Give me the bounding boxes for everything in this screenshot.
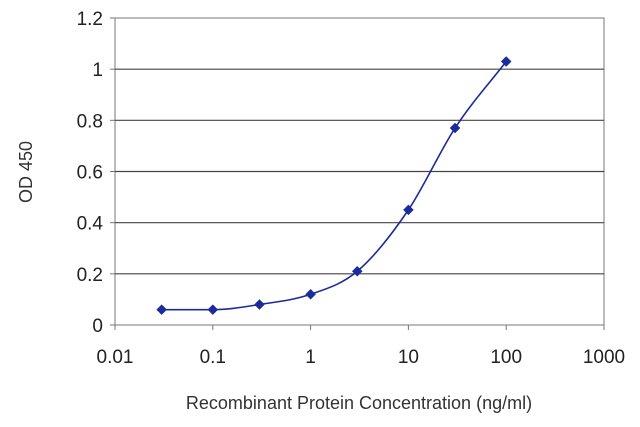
data-point-marker — [156, 304, 168, 316]
y-tick-label: 0.4 — [77, 214, 104, 235]
series-markers — [156, 56, 512, 316]
x-axis-title: Recombinant Protein Concentration (ng/ml… — [186, 393, 532, 413]
y-tick-label: 1.2 — [77, 9, 103, 30]
x-tick-label: 1 — [305, 347, 316, 368]
y-tick-label: 1 — [92, 60, 103, 81]
y-tick-label: 0.6 — [77, 163, 103, 184]
data-point-marker — [449, 122, 461, 134]
y-tick-label: 0.2 — [77, 265, 103, 286]
y-tick-label: 0 — [92, 316, 103, 337]
data-point-marker — [207, 304, 219, 316]
y-axis-title: OD 450 — [16, 141, 36, 203]
y-tick-label: 0.8 — [77, 111, 103, 132]
y-axis-ticks: 0 0.2 0.4 0.6 0.8 1 1.2 — [77, 9, 115, 337]
data-point-marker — [403, 204, 414, 216]
grid-lines — [115, 68, 604, 275]
data-point-marker — [500, 56, 512, 67]
data-point-marker — [305, 288, 316, 300]
data-point-marker — [254, 299, 265, 310]
x-tick-label: 0.01 — [97, 347, 134, 368]
x-tick-label: 0.1 — [200, 347, 226, 368]
x-tick-label: 1000 — [583, 347, 625, 368]
x-axis-ticks: 0.01 0.1 1 10 100 1000 — [97, 325, 625, 368]
x-tick-label: 10 — [398, 347, 419, 368]
x-tick-label: 100 — [490, 347, 522, 368]
data-point-marker — [351, 265, 363, 277]
